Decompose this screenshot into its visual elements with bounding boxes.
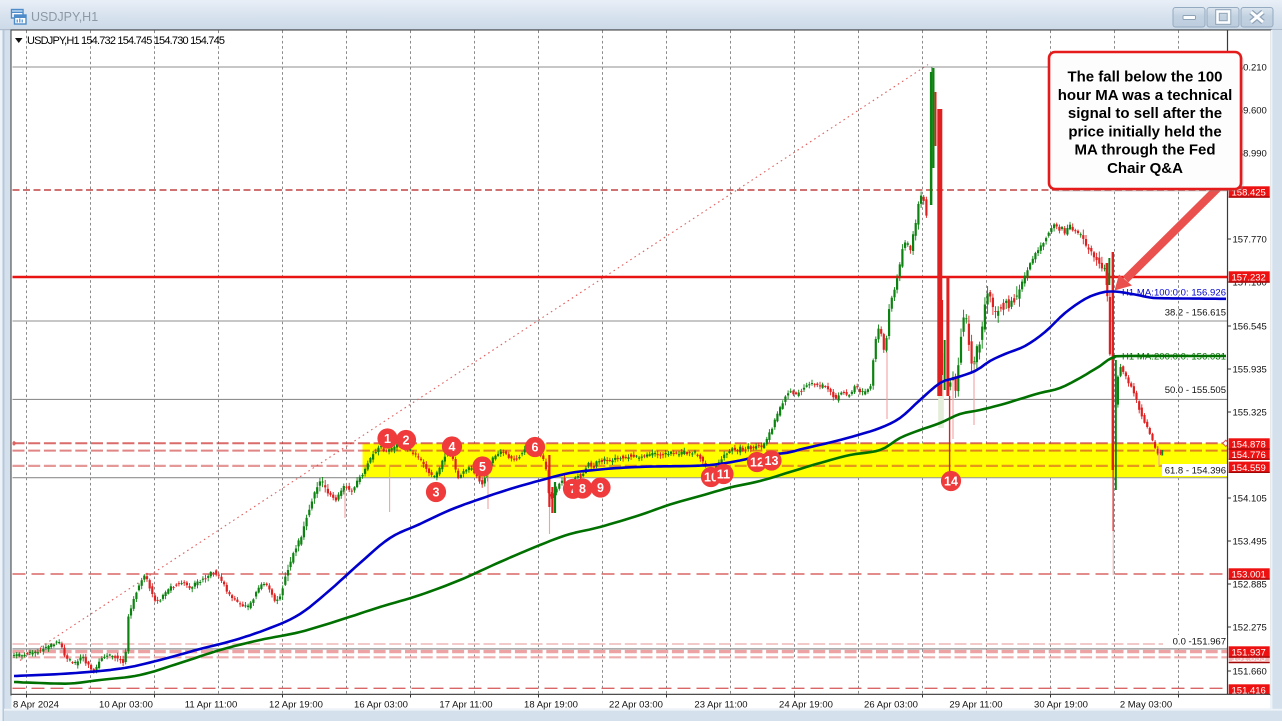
svg-text:23 Apr 11:00: 23 Apr 11:00 bbox=[694, 700, 747, 711]
svg-text:38.2 - 156.615: 38.2 - 156.615 bbox=[1165, 308, 1226, 319]
svg-text:hour MA was a technical: hour MA was a technical bbox=[1058, 87, 1233, 104]
svg-text:50.0 - 155.505: 50.0 - 155.505 bbox=[1165, 385, 1226, 396]
svg-text:2 May 03:00: 2 May 03:00 bbox=[1120, 700, 1172, 711]
svg-text:USDJPY,H1: USDJPY,H1 bbox=[31, 10, 98, 24]
svg-text:152.275: 152.275 bbox=[1233, 623, 1267, 634]
svg-text:price initially held the: price initially held the bbox=[1068, 123, 1221, 140]
svg-text:14: 14 bbox=[944, 474, 958, 488]
svg-text:USDJPY,H1 154.732 154.745 154: USDJPY,H1 154.732 154.745 154.730 154.74… bbox=[27, 35, 225, 47]
svg-text:8 Apr 2024: 8 Apr 2024 bbox=[13, 700, 59, 711]
svg-text:154.105: 154.105 bbox=[1233, 494, 1267, 505]
svg-text:24 Apr 19:00: 24 Apr 19:00 bbox=[779, 700, 833, 711]
svg-text:155.325: 155.325 bbox=[1233, 408, 1267, 419]
svg-text:9: 9 bbox=[597, 481, 604, 495]
svg-text:6: 6 bbox=[532, 440, 539, 454]
svg-text:signal to sell after the: signal to sell after the bbox=[1068, 105, 1222, 122]
svg-text:61.8 - 154.396: 61.8 - 154.396 bbox=[1165, 466, 1226, 477]
svg-text:153.495: 153.495 bbox=[1233, 537, 1267, 548]
svg-text:H1 MA:100:0:0: 156.926: H1 MA:100:0:0: 156.926 bbox=[1122, 288, 1226, 299]
svg-text:156.545: 156.545 bbox=[1233, 322, 1267, 333]
svg-text:Chair Q&A: Chair Q&A bbox=[1107, 160, 1183, 177]
svg-text:10 Apr 03:00: 10 Apr 03:00 bbox=[99, 700, 153, 711]
svg-text:22 Apr 03:00: 22 Apr 03:00 bbox=[609, 700, 663, 711]
svg-text:155.935: 155.935 bbox=[1233, 365, 1267, 376]
svg-text:18 Apr 19:00: 18 Apr 19:00 bbox=[524, 700, 578, 711]
svg-text:29 Apr 11:00: 29 Apr 11:00 bbox=[949, 700, 1002, 711]
svg-text:157.232: 157.232 bbox=[1232, 273, 1266, 284]
svg-text:151.937: 151.937 bbox=[1232, 648, 1266, 659]
svg-text:154.776: 154.776 bbox=[1232, 450, 1266, 461]
svg-text:H1 MA:200:0:0: 156.031: H1 MA:200:0:0: 156.031 bbox=[1122, 352, 1226, 363]
svg-text:26 Apr 03:00: 26 Apr 03:00 bbox=[864, 700, 918, 711]
svg-text:12 Apr 19:00: 12 Apr 19:00 bbox=[269, 700, 323, 711]
svg-text:17 Apr 11:00: 17 Apr 11:00 bbox=[439, 700, 492, 711]
svg-text:151.660: 151.660 bbox=[1233, 667, 1267, 678]
svg-text:4: 4 bbox=[449, 440, 456, 454]
svg-text:2: 2 bbox=[403, 433, 410, 447]
svg-text:157.770: 157.770 bbox=[1233, 235, 1267, 246]
svg-text:The fall below the 100: The fall below the 100 bbox=[1067, 69, 1222, 86]
svg-text:11 Apr 11:00: 11 Apr 11:00 bbox=[185, 700, 237, 711]
svg-text:154.559: 154.559 bbox=[1232, 463, 1266, 474]
svg-text:152.885: 152.885 bbox=[1233, 580, 1267, 591]
svg-text:30 Apr 19:00: 30 Apr 19:00 bbox=[1034, 700, 1088, 711]
svg-text:153.001: 153.001 bbox=[1232, 570, 1266, 581]
svg-text:MA through the Fed: MA through the Fed bbox=[1074, 142, 1215, 159]
svg-text:8: 8 bbox=[579, 482, 586, 496]
svg-text:13: 13 bbox=[765, 454, 779, 468]
svg-text:1: 1 bbox=[384, 432, 391, 446]
svg-text:5: 5 bbox=[479, 460, 486, 474]
svg-text:11: 11 bbox=[717, 467, 730, 481]
svg-text:0.0 -151.967: 0.0 -151.967 bbox=[1173, 637, 1226, 648]
svg-text:3: 3 bbox=[433, 485, 440, 499]
svg-text:16 Apr 03:00: 16 Apr 03:00 bbox=[354, 700, 408, 711]
svg-text:154.878: 154.878 bbox=[1232, 440, 1266, 451]
